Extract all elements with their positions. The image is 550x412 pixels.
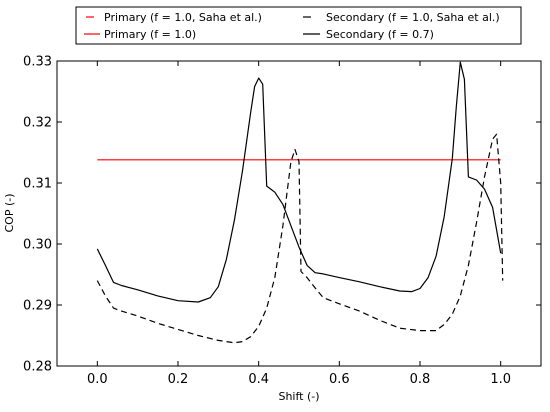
y-tick-label-2: 0.30 (23, 238, 52, 253)
series-layer (96, 61, 504, 344)
series-line-2 (96, 133, 504, 344)
y-tick-label-0: 0.28 (23, 360, 52, 375)
x-tick-label-3: 0.6 (329, 372, 350, 387)
legend-label-primary-saha: Primary (f = 1.0, Saha et al.) (104, 11, 262, 24)
series-line-3 (96, 61, 502, 303)
axis-ticks: 0.0 0.2 0.4 0.6 0.8 1.0 0.28 0.29 0.30 0.31 0.32 0.… (23, 55, 541, 387)
x-tick-label-1: 0.2 (168, 372, 189, 387)
legend-label-secondary-saha: Secondary (f = 1.0, Saha et al.) (326, 11, 500, 24)
y-tick-label-1: 0.29 (23, 299, 52, 314)
legend: Primary (f = 1.0, Saha et al.) Primary (… (75, 6, 522, 45)
x-tick-label-5: 1.0 (490, 372, 511, 387)
legend-label-primary: Primary (f = 1.0) (104, 28, 196, 41)
legend-frame (75, 6, 522, 45)
legend-label-secondary: Secondary (f = 0.7) (326, 28, 434, 41)
x-tick-label-4: 0.8 (410, 372, 431, 387)
x-tick-label-0: 0.0 (87, 372, 108, 387)
x-tick-label-2: 0.4 (248, 372, 269, 387)
plot-frame (56, 60, 542, 367)
y-tick-label-3: 0.31 (23, 177, 52, 192)
y-tick-label-5: 0.33 (23, 55, 52, 70)
x-axis-title: Shift (-) (278, 390, 319, 403)
y-axis-title: COP (-) (3, 193, 16, 232)
y-tick-label-4: 0.32 (23, 116, 52, 131)
